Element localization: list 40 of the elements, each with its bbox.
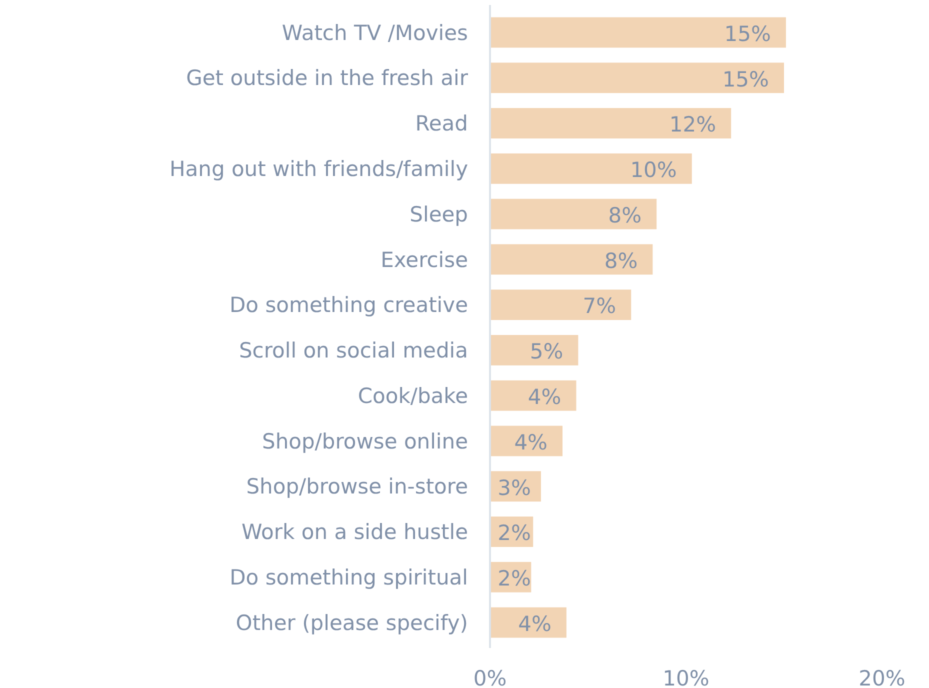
bar <box>490 153 692 184</box>
data-label: 5% <box>530 340 564 364</box>
data-label: 2% <box>498 566 531 591</box>
y-tick-label: Do something creative <box>230 293 468 318</box>
bar <box>490 244 653 275</box>
y-tick-label: Work on a side hustle <box>242 520 468 544</box>
bar <box>490 17 786 48</box>
y-tick-label: Other (please specify) <box>236 610 468 635</box>
y-tick-label: Hang out with friends/family <box>169 156 468 181</box>
y-tick-label: Scroll on social media <box>238 338 468 363</box>
y-tick-label: Shop/browse in-store <box>246 474 468 499</box>
y-tick-label: Read <box>415 112 468 136</box>
x-tick-label: 0% <box>473 666 507 688</box>
bar <box>490 380 576 411</box>
y-tick-label: Sleep <box>410 202 468 226</box>
data-label: 7% <box>582 294 616 318</box>
bar <box>490 290 632 320</box>
data-label: 12% <box>669 112 716 137</box>
data-label: 15% <box>722 67 769 92</box>
y-tick-label: Exercise <box>380 248 468 272</box>
data-label: 3% <box>498 476 531 500</box>
bar <box>490 334 578 366</box>
y-tick-label: Watch TV /Movies <box>282 20 468 45</box>
bar <box>490 198 657 230</box>
bar <box>490 62 784 94</box>
y-tick-label: Get outside in the fresh air <box>186 66 468 90</box>
data-label: 15% <box>724 22 771 46</box>
data-label: 8% <box>608 203 642 228</box>
bar <box>490 108 732 138</box>
x-tick-label: 20% <box>858 666 906 688</box>
y-tick-label: Cook/bake <box>358 384 468 408</box>
data-label: 4% <box>528 384 562 409</box>
data-label: 10% <box>630 158 677 182</box>
y-tick-label: Do something spiritual <box>230 565 468 590</box>
data-label: 2% <box>498 521 531 546</box>
data-label: 4% <box>514 430 548 454</box>
data-label: 8% <box>604 248 638 273</box>
y-tick-label: Shop/browse online <box>262 429 468 454</box>
data-label: 4% <box>518 612 552 636</box>
x-tick-label: 10% <box>662 666 710 688</box>
